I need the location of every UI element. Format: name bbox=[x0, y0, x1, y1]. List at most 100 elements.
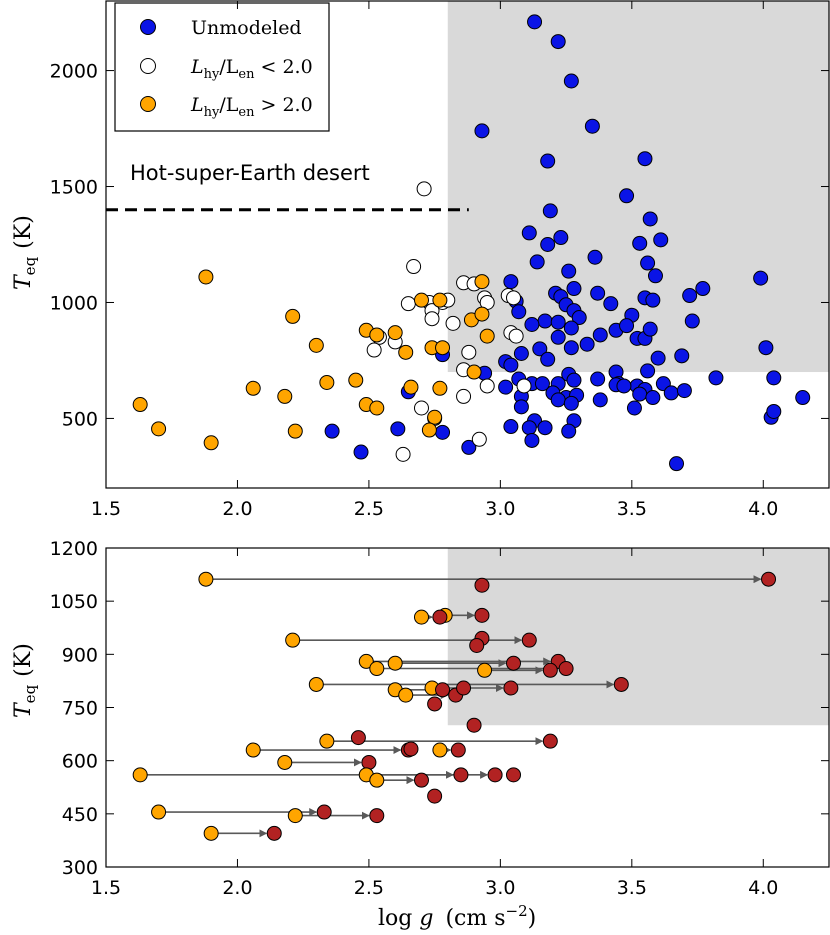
unmodeled-point-101 bbox=[669, 456, 685, 472]
bottom-ytick-label-600: 600 bbox=[62, 751, 98, 773]
low-point-28 bbox=[395, 446, 411, 462]
unmodeled-point-97 bbox=[524, 432, 540, 448]
high-point-9 bbox=[369, 327, 385, 343]
high-point-0 bbox=[198, 269, 214, 285]
bottom-points bbox=[132, 571, 777, 841]
end-point-8 bbox=[506, 655, 522, 671]
bottom-xtick-label-2.5: 2.5 bbox=[354, 877, 384, 899]
high-point-4 bbox=[285, 308, 301, 324]
end-point-22 bbox=[403, 741, 419, 757]
high-point-25 bbox=[427, 409, 443, 425]
high-point-2 bbox=[432, 292, 448, 308]
unmodeled-point-43 bbox=[619, 318, 635, 334]
unmodeled-point-9 bbox=[521, 225, 537, 241]
bottom-panel: 1.5 2.0 2.5 3.0 3.5 4.0 300 450 600 750 900 1050 120… bbox=[11, 538, 830, 931]
start-point-0 bbox=[198, 571, 214, 587]
high-point-11 bbox=[308, 337, 324, 353]
unmodeled-point-51 bbox=[532, 341, 548, 357]
low-point-20 bbox=[461, 344, 477, 360]
unmodeled-point-15 bbox=[632, 235, 648, 251]
unmodeled-point-3 bbox=[474, 123, 490, 139]
unmodeled-point-13 bbox=[587, 249, 603, 265]
start-point-31 bbox=[203, 825, 219, 841]
unmodeled-point-10 bbox=[642, 211, 658, 227]
unmodeled-point-37 bbox=[684, 313, 700, 329]
unmodeled-point-32 bbox=[753, 270, 769, 286]
low-point-13 bbox=[424, 311, 440, 327]
top-axis-ticks: 1.5 2.0 2.5 3.0 3.5 4.0 500 1000 1500 2000 bbox=[50, 1, 829, 520]
bottom-ytick-label-300: 300 bbox=[62, 857, 98, 879]
unmodeled-point-19 bbox=[503, 274, 519, 290]
bottom-xtick-label-3.5: 3.5 bbox=[617, 877, 647, 899]
unmodeled-point-55 bbox=[540, 351, 556, 367]
start-point-8 bbox=[387, 655, 403, 671]
unmodeled-point-1 bbox=[550, 34, 566, 50]
unmodeled-point-16 bbox=[653, 232, 669, 248]
start-point-19 bbox=[319, 733, 335, 749]
unmodeled-point-49 bbox=[550, 329, 566, 345]
end-point-25 bbox=[453, 767, 469, 783]
unmodeled-point-99 bbox=[766, 403, 782, 419]
legend-label-low: Lhy/Len < 2.0 bbox=[190, 56, 313, 82]
legend-marker-low bbox=[140, 58, 156, 74]
unmodeled-point-2 bbox=[563, 73, 579, 89]
unmodeled-point-34 bbox=[571, 310, 587, 326]
unmodeled-point-39 bbox=[550, 314, 566, 330]
high-point-20 bbox=[348, 372, 364, 388]
end-point-31 bbox=[266, 825, 282, 841]
unmodeled-point-89 bbox=[513, 399, 529, 415]
unmodeled-point-88 bbox=[563, 395, 579, 411]
top-xtick-label-1.5: 1.5 bbox=[91, 498, 121, 520]
end-point-15 bbox=[456, 680, 472, 696]
unmodeled-point-54 bbox=[503, 357, 519, 373]
high-point-18 bbox=[403, 379, 419, 395]
unmodeled-point-18 bbox=[640, 255, 656, 271]
end-point-4 bbox=[521, 632, 537, 648]
end-point-28 bbox=[427, 788, 443, 804]
unmodeled-point-8 bbox=[542, 203, 558, 219]
end-point-16 bbox=[427, 696, 443, 712]
top-xtick-label-2.5: 2.5 bbox=[354, 498, 384, 520]
high-point-22 bbox=[132, 397, 148, 413]
high-point-28 bbox=[151, 421, 167, 437]
end-point-9 bbox=[558, 661, 574, 677]
low-point-1 bbox=[406, 259, 422, 275]
unmodeled-point-46 bbox=[642, 321, 658, 337]
end-point-2 bbox=[474, 607, 490, 623]
unmodeled-point-40 bbox=[524, 317, 540, 333]
unmodeled-point-74 bbox=[766, 370, 782, 386]
end-point-1 bbox=[474, 577, 490, 593]
end-point-21 bbox=[450, 742, 466, 758]
bottom-ytick-label-1200: 1200 bbox=[50, 538, 98, 560]
end-point-12 bbox=[503, 680, 519, 696]
unmodeled-point-36 bbox=[645, 292, 661, 308]
top-panel: Hot-super-Earth desert Unmodeled Lhy/Len… bbox=[11, 0, 830, 520]
unmodeled-point-33 bbox=[511, 304, 527, 320]
unmodeled-point-104 bbox=[461, 439, 477, 455]
unmodeled-point-12 bbox=[540, 237, 556, 252]
unmodeled-point-103 bbox=[435, 424, 451, 440]
end-point-13 bbox=[435, 682, 451, 698]
unmodeled-point-63 bbox=[534, 376, 550, 392]
bottom-ytick-label-450: 450 bbox=[62, 804, 98, 826]
high-point-26 bbox=[421, 422, 437, 438]
start-point-14 bbox=[398, 687, 414, 703]
top-ytick-label-1000: 1000 bbox=[50, 292, 98, 314]
unmodeled-point-41 bbox=[563, 320, 579, 336]
bottom-xtick-label-4.0: 4.0 bbox=[748, 877, 778, 899]
low-point-0 bbox=[416, 181, 432, 197]
unmodeled-point-7 bbox=[619, 188, 635, 204]
start-point-10 bbox=[477, 662, 493, 678]
end-point-19 bbox=[542, 733, 558, 749]
unmodeled-point-5 bbox=[637, 151, 653, 167]
end-point-24 bbox=[487, 767, 503, 783]
unmodeled-point-107 bbox=[353, 444, 369, 460]
low-point-4 bbox=[400, 296, 416, 312]
unmodeled-point-28 bbox=[603, 296, 619, 312]
top-xtick-label-4.0: 4.0 bbox=[748, 498, 778, 520]
start-point-4 bbox=[285, 632, 301, 648]
end-point-0 bbox=[761, 571, 777, 587]
unmodeled-point-75 bbox=[758, 340, 774, 356]
bottom-xtick-label-1.5: 1.5 bbox=[91, 877, 121, 899]
unmodeled-point-86 bbox=[676, 383, 692, 399]
